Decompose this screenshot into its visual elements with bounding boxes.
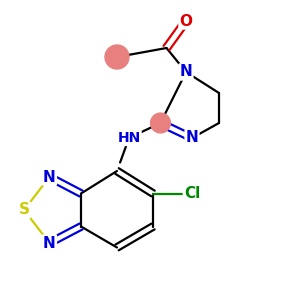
Text: O: O bbox=[179, 14, 193, 28]
Text: HN: HN bbox=[117, 131, 141, 145]
Text: S: S bbox=[19, 202, 29, 217]
Text: N: N bbox=[43, 169, 56, 184]
Circle shape bbox=[105, 45, 129, 69]
Text: Cl: Cl bbox=[184, 186, 200, 201]
Circle shape bbox=[151, 113, 170, 133]
Text: N: N bbox=[186, 130, 198, 146]
Text: N: N bbox=[43, 236, 56, 250]
Text: N: N bbox=[180, 64, 192, 80]
